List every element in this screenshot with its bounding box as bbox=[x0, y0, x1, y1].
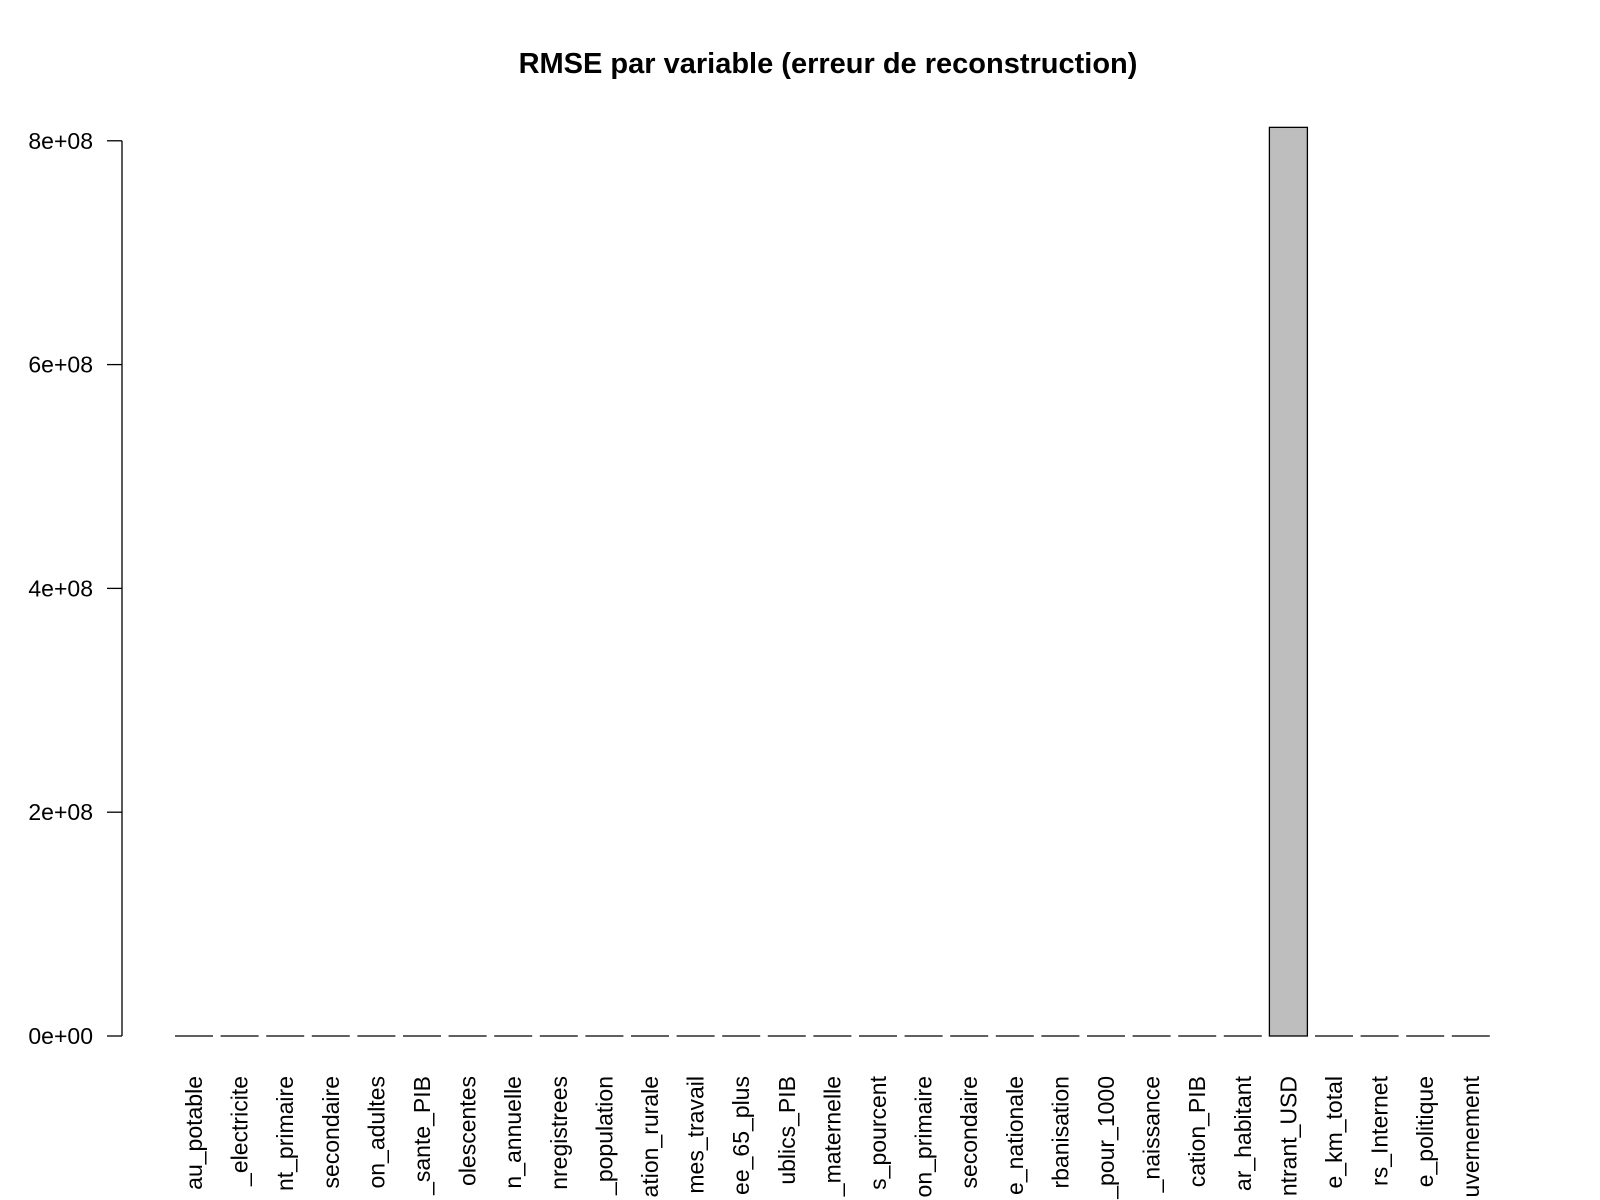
y-tick-label: 6e+08 bbox=[28, 352, 93, 378]
x-tick-label: uvernement bbox=[1458, 1075, 1484, 1197]
x-axis-labels: au_potable _electricite nt_primaire seconda… bbox=[181, 1075, 1484, 1199]
x-tick-label: _pour_1000 bbox=[1093, 1076, 1119, 1200]
x-tick-label: mes_travail bbox=[683, 1076, 709, 1194]
x-tick-label: ar_habitant bbox=[1230, 1075, 1256, 1191]
x-tick-label: ation_rurale bbox=[637, 1076, 663, 1197]
x-tick-label: secondaire bbox=[318, 1076, 344, 1189]
x-tick-label: nregistrees bbox=[546, 1076, 572, 1190]
x-tick-label: on_adultes bbox=[363, 1076, 389, 1189]
x-tick-label: ee_65_plus bbox=[728, 1076, 754, 1195]
chart-title: RMSE par variable (erreur de reconstruct… bbox=[519, 48, 1138, 80]
x-tick-label: e_km_total bbox=[1321, 1076, 1347, 1189]
y-tick-label: 2e+08 bbox=[28, 799, 93, 825]
x-tick-label: _naissance bbox=[1139, 1076, 1165, 1193]
x-tick-label: e_nationale bbox=[1002, 1076, 1028, 1195]
x-tick-label: ntrant_USD bbox=[1275, 1076, 1301, 1196]
bars bbox=[175, 126, 1490, 1037]
x-tick-label: n_annuelle bbox=[500, 1076, 526, 1189]
x-tick-label: au_potable bbox=[181, 1076, 207, 1190]
x-tick-label: secondaire bbox=[956, 1076, 982, 1189]
bar bbox=[1268, 126, 1309, 1037]
x-tick-label: _electricite bbox=[227, 1076, 253, 1187]
y-tick-label: 4e+08 bbox=[28, 575, 93, 601]
x-tick-label: rs_Internet bbox=[1367, 1075, 1393, 1186]
x-tick-label: nt_primaire bbox=[272, 1076, 298, 1191]
x-tick-label: rbanisation bbox=[1047, 1076, 1073, 1189]
x-tick-label: ublics_PIB bbox=[774, 1076, 800, 1185]
x-tick-label: cation_PIB bbox=[1184, 1076, 1210, 1187]
y-tick-label: 8e+08 bbox=[28, 128, 93, 154]
x-tick-label: on_primaire bbox=[911, 1076, 937, 1197]
y-axis: 0e+00 2e+08 4e+08 6e+08 8e+08 bbox=[28, 128, 123, 1049]
x-tick-label: _maternelle bbox=[819, 1076, 845, 1197]
x-tick-label: e_politique bbox=[1412, 1076, 1438, 1187]
x-tick-label: _population bbox=[591, 1076, 617, 1196]
x-tick-label: olescentes bbox=[455, 1076, 481, 1186]
y-tick-label: 0e+00 bbox=[28, 1023, 93, 1049]
x-tick-label: s_pourcent bbox=[865, 1075, 891, 1189]
x-tick-label: _sante_PIB bbox=[409, 1076, 435, 1196]
